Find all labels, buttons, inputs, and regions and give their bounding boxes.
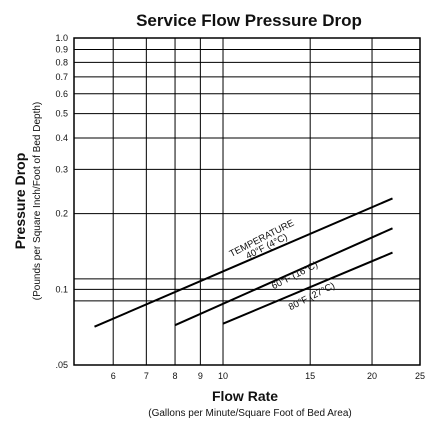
x-axis-title: Flow Rate	[212, 388, 278, 404]
x-tick-label: 15	[305, 371, 315, 381]
tick-labels: 6 7 8 9 10 15 20 25 1.0 0.9 0.8 0.7 0.6 0.5 0.4 0.3 0.2 0…	[55, 33, 425, 381]
series-line-0	[94, 197, 393, 328]
chart-title: Service Flow Pressure Drop	[136, 11, 362, 30]
x-tick-label: 9	[198, 371, 203, 381]
y-axis-title: Pressure Drop	[12, 153, 28, 249]
series-line-2	[222, 251, 393, 325]
y-tick-label: .05	[55, 360, 68, 370]
x-tick-label: 7	[144, 371, 149, 381]
grid	[74, 38, 420, 365]
y-tick-label: 0.6	[55, 89, 68, 99]
series-line-1	[174, 227, 393, 327]
x-tick-label: 20	[367, 371, 377, 381]
x-axis-subtitle: (Gallons per Minute/Square Foot of Bed A…	[148, 408, 351, 419]
y-tick-label: 0.8	[55, 57, 68, 67]
plot-frame	[73, 37, 421, 366]
y-tick-label: 0.1	[55, 284, 68, 294]
y-tick-label: 0.2	[55, 209, 68, 219]
y-axis-subtitle: (Pounds per Square Inch/Foot of Bed Dept…	[32, 102, 43, 300]
x-tick-label: 25	[415, 371, 425, 381]
x-tick-label: 10	[218, 371, 228, 381]
y-tick-label: 0.7	[55, 72, 68, 82]
y-tick-label: 0.5	[55, 109, 68, 119]
x-tick-label: 6	[111, 371, 116, 381]
y-tick-label: 0.4	[55, 133, 68, 143]
series-label-80f: 80°F (27°C)	[287, 280, 337, 313]
series-lines	[94, 197, 393, 328]
y-tick-label: 1.0	[55, 33, 68, 43]
y-tick-label: 0.3	[55, 164, 68, 174]
y-tick-label: 0.9	[55, 45, 68, 55]
x-tick-label: 8	[173, 371, 178, 381]
